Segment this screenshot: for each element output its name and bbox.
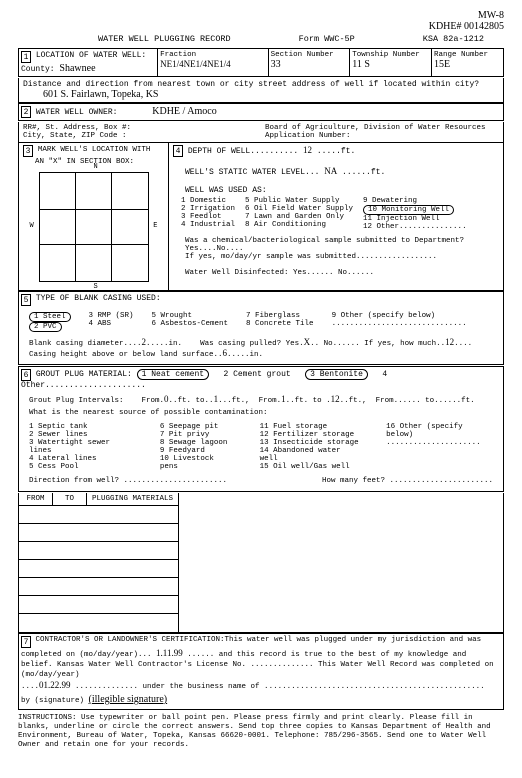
sec4-num: 4 bbox=[173, 145, 183, 157]
sec3-label2: AN "X" IN SECTION BOX: bbox=[35, 158, 134, 166]
sec2-num: 2 bbox=[21, 106, 31, 118]
title-row: WATER WELL PLUGGING RECORD Form WWC-5P K… bbox=[18, 34, 504, 48]
feet-label: How many feet? ....................... bbox=[322, 477, 493, 485]
distance-value[interactable]: 601 S. Fairlawn, Topeka, KS bbox=[43, 89, 159, 100]
sec6-label: GROUT PLUG MATERIAL: bbox=[36, 370, 132, 379]
uses-c3: 9 Dewatering10 Monitoring Well11 Injecti… bbox=[363, 197, 467, 231]
depth-value[interactable]: 12 bbox=[303, 145, 312, 155]
sec5-label: TYPE OF BLANK CASING USED: bbox=[36, 294, 161, 303]
signature[interactable]: (illegible signature) bbox=[89, 694, 168, 705]
handwritten-header: MW-8 KDHE# 00142805 bbox=[18, 10, 504, 32]
plugging-table: FROM TO PLUGGING MATERIALS bbox=[18, 493, 504, 633]
use-columns: 1 Domestic2 Irrigation3 Feedlot4 Industr… bbox=[173, 195, 499, 233]
section-label: Section Number bbox=[271, 51, 348, 59]
section-3-4: 3 MARK WELL'S LOCATION WITH AN "X" IN SE… bbox=[18, 143, 504, 291]
township-label: Township Number bbox=[352, 51, 429, 59]
src-cols: 1 Septic tank2 Sewer lines3 Watertight s… bbox=[21, 421, 501, 473]
section-grid[interactable]: N S W E bbox=[39, 172, 149, 282]
section-5: 5 TYPE OF BLANK CASING USED: 1 Steel2 PV… bbox=[18, 291, 504, 365]
depth-label: DEPTH OF WELL.......... bbox=[188, 147, 298, 156]
sec3-label1: MARK WELL'S LOCATION WITH bbox=[38, 146, 151, 154]
sec1-loc-label: LOCATION OF WATER WELL: bbox=[36, 51, 146, 60]
tbl-h3: PLUGGING MATERIALS bbox=[87, 493, 178, 506]
township-value[interactable]: 11 S bbox=[352, 59, 370, 70]
sec7-text3: .............. under the business name o… bbox=[75, 683, 485, 691]
cas-c3: 5 Wrought6 Asbestos-Cement bbox=[152, 312, 229, 332]
dir-label: Direction from well? ...................… bbox=[29, 477, 227, 485]
title-ksa: KSA 82a-1212 bbox=[423, 34, 484, 44]
tbl-rows[interactable] bbox=[19, 506, 178, 632]
sec5-num: 5 bbox=[21, 294, 31, 306]
section-7: 7 CONTRACTOR'S OR LANDOWNER'S CERTIFICAT… bbox=[18, 633, 504, 710]
src-label: What is the nearest source of possible c… bbox=[29, 409, 493, 417]
cas-c4: 7 Fiberglass8 Concrete Tile bbox=[246, 312, 314, 332]
distance-row: Distance and direction from nearest town… bbox=[18, 78, 504, 103]
section-6: 6 GROUT PLUG MATERIAL: 1 Neat cement 2 C… bbox=[18, 366, 504, 492]
fraction-label: Fraction bbox=[160, 51, 265, 59]
src-c2: 6 Seepage pit7 Pit privy8 Sewage lagoon9… bbox=[160, 423, 236, 471]
section-1: 1 LOCATION OF WATER WELL: County: Shawne… bbox=[18, 48, 504, 77]
tbl-h1: FROM bbox=[19, 493, 53, 506]
static-value[interactable]: NA bbox=[324, 166, 337, 176]
m2[interactable]: 2 Cement grout bbox=[223, 370, 290, 379]
tbl-h2: TO bbox=[53, 493, 87, 506]
static-label: WELL'S STATIC WATER LEVEL... bbox=[185, 168, 319, 177]
distance-prompt: Distance and direction from nearest town… bbox=[23, 80, 479, 89]
uses-c2: 5 Public Water Supply6 Oil Field Water S… bbox=[245, 197, 353, 231]
hw-line1: MW-8 bbox=[478, 10, 504, 21]
sec2-label: WATER WELL OWNER: bbox=[36, 108, 118, 117]
static-unit: ......ft. bbox=[342, 168, 385, 177]
sec7-num: 7 bbox=[21, 636, 31, 648]
addr1: RR#, St. Address, Box #: bbox=[23, 124, 131, 132]
used-label: WELL WAS USED AS: bbox=[185, 186, 267, 195]
sec7-date1[interactable]: 1.11.99 bbox=[156, 648, 183, 658]
hw-line2: KDHE# 00142805 bbox=[429, 21, 504, 32]
sec7-date2[interactable]: 01.22.99 bbox=[39, 680, 71, 690]
src-c1: 1 Septic tank2 Sewer lines3 Watertight s… bbox=[29, 423, 136, 471]
m3[interactable]: 3 Bentonite bbox=[305, 369, 368, 380]
sec1-county-label: County: bbox=[21, 65, 55, 74]
chem1: Was a chemical/bacteriological sample su… bbox=[185, 237, 464, 253]
depth-unit: .....ft. bbox=[317, 147, 355, 156]
addr2: City, State, ZIP Code : bbox=[23, 132, 127, 140]
sec3-num: 3 bbox=[23, 145, 33, 157]
casing-cols: 1 Steel2 PVC 3 RMP (SR)4 ABS 5 Wrought6 … bbox=[21, 310, 501, 334]
owner-value[interactable]: KDHE / Amoco bbox=[152, 106, 216, 117]
sec6-num: 6 bbox=[21, 369, 31, 381]
disinf: Water Well Disinfected: Yes...... No....… bbox=[185, 269, 374, 277]
title-form: Form WWC-5P bbox=[299, 34, 355, 44]
uses-c1: 1 Domestic2 Irrigation3 Feedlot4 Industr… bbox=[181, 197, 235, 231]
title-main: WATER WELL PLUGGING RECORD bbox=[98, 34, 231, 44]
section-2-addr: RR#, St. Address, Box #: City, State, ZI… bbox=[18, 122, 504, 143]
instr-text: INSTRUCTIONS: Use typewriter or ball poi… bbox=[18, 714, 491, 749]
appnum: Application Number: bbox=[265, 132, 351, 140]
chem2: If yes, mo/day/yr sample was submitted..… bbox=[185, 253, 437, 261]
cas-c1: 1 Steel2 PVC bbox=[29, 312, 71, 332]
m1[interactable]: 1 Neat cement bbox=[137, 369, 209, 380]
county-value[interactable]: Shawnee bbox=[59, 63, 95, 74]
sig-label: by (signature) bbox=[21, 697, 84, 705]
range-label: Range Number bbox=[434, 51, 501, 59]
cas-c5: 9 Other (specify below).................… bbox=[332, 312, 467, 332]
board: Board of Agriculture, Division of Water … bbox=[265, 124, 486, 132]
instructions: INSTRUCTIONS: Use typewriter or ball poi… bbox=[18, 714, 504, 750]
src-c4: 16 Other (specify below)................… bbox=[386, 423, 493, 471]
fraction-value[interactable]: NE1/4NE1/4NE1/4 bbox=[160, 59, 231, 69]
tbl-right-blank bbox=[179, 493, 503, 632]
section-2: 2 WATER WELL OWNER: KDHE / Amoco bbox=[18, 103, 504, 121]
section-value[interactable]: 33 bbox=[271, 59, 281, 70]
sec1-num: 1 bbox=[21, 51, 31, 63]
cas-c2: 3 RMP (SR)4 ABS bbox=[89, 312, 134, 332]
src-c3: 11 Fuel storage12 Fertilizer storage13 I… bbox=[260, 423, 362, 471]
range-value[interactable]: 15E bbox=[434, 59, 450, 70]
